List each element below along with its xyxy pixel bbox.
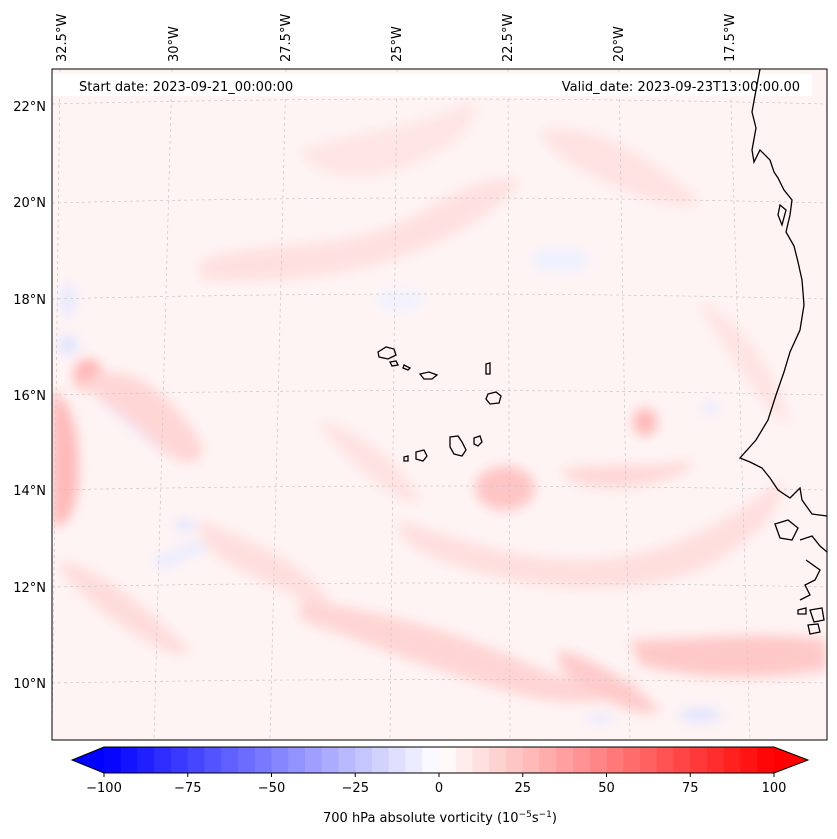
colorbar-cell — [338, 747, 356, 773]
colorbar-cell — [104, 747, 122, 773]
colorbar-cell — [589, 747, 608, 773]
colorbar-cell — [137, 747, 155, 773]
start-date-label: Start date: 2023-09-21_00:00:00 — [79, 80, 293, 95]
lat-label: 16°N — [13, 389, 46, 404]
colorbar-tick-label: −25 — [342, 781, 369, 796]
lat-label: 12°N — [13, 581, 46, 596]
colorbar-cell — [388, 747, 407, 773]
colorbar-cell — [120, 747, 139, 773]
cape-verde-islands — [377, 346, 502, 462]
colorbar-cell — [522, 747, 541, 773]
colorbar-tick-label: 100 — [762, 781, 787, 796]
map-panel — [52, 69, 827, 740]
colorbar-label-mid: s — [532, 811, 539, 826]
colorbar-max-extension — [774, 747, 808, 773]
colorbar-cell — [723, 747, 742, 773]
lon-label: 32.5°W — [55, 14, 70, 62]
map-background — [52, 69, 827, 740]
lon-label: 27.5°W — [279, 14, 294, 62]
colorbar-label-exp2: −1 — [539, 810, 552, 820]
lon-label: 22.5°W — [501, 14, 516, 62]
lon-label: 25°W — [390, 26, 405, 62]
colorbar-cell — [455, 747, 474, 773]
lon-label: 30°W — [167, 26, 182, 62]
colorbar-cell — [673, 747, 691, 773]
colorbar-label-end: ) — [552, 811, 557, 826]
colorbar-cell — [472, 747, 490, 773]
lat-label: 10°N — [13, 677, 46, 692]
colorbar-tick-label: 75 — [682, 781, 699, 796]
map-frame — [51, 68, 828, 741]
colorbar-min-extension — [72, 747, 104, 773]
header-strip — [52, 74, 812, 96]
valid-date-label: Valid_date: 2023-09-23T13:00:00.00 — [562, 80, 800, 95]
colorbar-tick-label: 0 — [435, 781, 443, 796]
colorbar-cell — [238, 747, 256, 773]
colorbar-cell — [707, 747, 725, 773]
colorbar-ticks: −100 −75 −50 −25 0 25 50 75 100 — [86, 773, 786, 796]
africa-coastline — [738, 69, 827, 635]
lon-label: 17.5°W — [723, 14, 738, 62]
colorbar-tick-label: −50 — [258, 781, 285, 796]
colorbar-cell — [405, 747, 423, 773]
colorbar-cell — [171, 747, 189, 773]
colorbar-cell — [690, 747, 708, 773]
colorbar-cell — [254, 747, 273, 773]
lat-label: 20°N — [13, 196, 46, 211]
colorbar-cell — [355, 747, 373, 773]
colorbar-cell — [439, 747, 457, 773]
colorbar-cell — [187, 747, 206, 773]
lat-label: 14°N — [13, 484, 46, 499]
colorbar-cell — [204, 747, 222, 773]
colorbar-tick-label: 25 — [514, 781, 531, 796]
colorbar-cell — [656, 747, 675, 773]
colorbar-label: 700 hPa absolute vorticity (10−5s−1) — [323, 810, 557, 826]
colorbar-cell — [623, 747, 641, 773]
colorbar-cells — [72, 747, 808, 773]
colorbar-cell — [573, 747, 591, 773]
colorbar-cell — [539, 747, 557, 773]
colorbar-cell — [221, 747, 239, 773]
colorbar: −100 −75 −50 −25 0 25 50 75 100 700 hPa absolute… — [70, 746, 810, 826]
colorbar-tick-label: −100 — [86, 781, 122, 796]
latitude-labels: 22°N 20°N 18°N 16°N 14°N 12°N 10°N — [13, 100, 46, 692]
colorbar-cell — [757, 747, 775, 773]
colorbar-cell — [321, 747, 340, 773]
lon-label: 20°W — [612, 26, 627, 62]
colorbar-label-exp1: −5 — [519, 810, 532, 820]
lat-label: 18°N — [13, 293, 46, 308]
lat-label: 22°N — [13, 100, 46, 115]
colorbar-cell — [271, 747, 289, 773]
colorbar-cell — [305, 747, 323, 773]
colorbar-label-main: 700 hPa absolute vorticity (10 — [323, 811, 519, 826]
longitude-labels: 32.5°W 30°W 27.5°W 25°W 22.5°W 20°W 17.5… — [55, 14, 738, 62]
colorbar-cell — [740, 747, 758, 773]
colorbar-cell — [154, 747, 172, 773]
colorbar-cell — [556, 747, 574, 773]
colorbar-cell — [506, 747, 524, 773]
colorbar-cell — [422, 747, 440, 773]
colorbar-tick-label: −75 — [174, 781, 201, 796]
colorbar-cell — [489, 747, 507, 773]
colorbar-cell — [288, 747, 306, 773]
colorbar-tick-label: 50 — [598, 781, 615, 796]
colorbar-cell — [372, 747, 390, 773]
colorbar-cell — [606, 747, 624, 773]
gridlines — [52, 69, 827, 740]
vorticity-field — [52, 100, 827, 723]
colorbar-cell — [640, 747, 658, 773]
